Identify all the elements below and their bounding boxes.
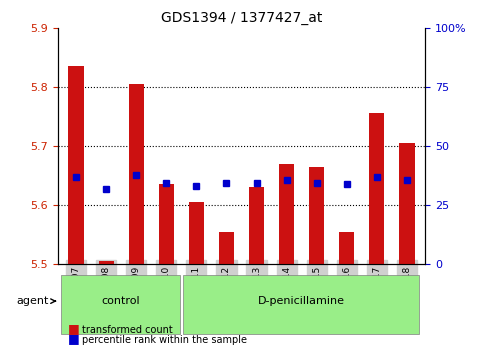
Text: transformed count: transformed count — [82, 325, 173, 335]
Bar — [159, 184, 174, 264]
Bar — [69, 66, 84, 264]
Bar — [309, 167, 324, 264]
Bar — [249, 187, 264, 264]
Text: ■: ■ — [68, 332, 79, 345]
Bar — [339, 231, 355, 264]
Text: control: control — [102, 296, 141, 306]
Bar — [219, 231, 234, 264]
Bar — [99, 261, 114, 264]
Bar — [189, 202, 204, 264]
Text: agent: agent — [16, 296, 55, 306]
Text: ■: ■ — [68, 322, 79, 335]
Bar — [399, 143, 414, 264]
Text: percentile rank within the sample: percentile rank within the sample — [82, 335, 247, 345]
Title: GDS1394 / 1377427_at: GDS1394 / 1377427_at — [161, 11, 322, 25]
FancyBboxPatch shape — [183, 275, 419, 334]
Bar — [279, 164, 294, 264]
FancyBboxPatch shape — [61, 275, 180, 334]
Text: D-penicillamine: D-penicillamine — [258, 296, 345, 306]
Bar — [128, 84, 144, 264]
Bar — [369, 114, 384, 264]
